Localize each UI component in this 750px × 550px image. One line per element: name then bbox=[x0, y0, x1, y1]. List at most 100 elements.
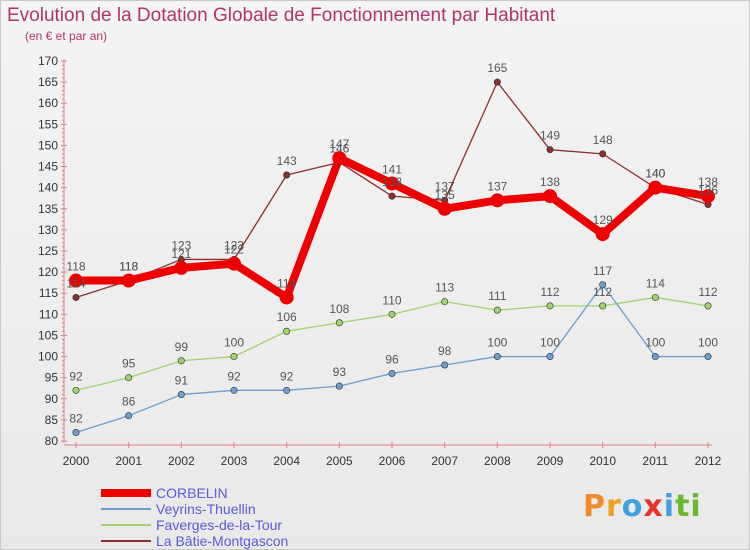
data-label: 123 bbox=[171, 238, 191, 252]
y-tick-label: 125 bbox=[38, 244, 58, 258]
data-label: 100 bbox=[487, 336, 507, 350]
data-point bbox=[651, 293, 659, 301]
data-label: 122 bbox=[224, 243, 244, 257]
data-point bbox=[121, 273, 136, 288]
data-label: 100 bbox=[698, 336, 718, 350]
data-point bbox=[441, 361, 449, 369]
data-point bbox=[69, 273, 83, 288]
data-point bbox=[441, 298, 449, 306]
data-label: 138 bbox=[698, 175, 718, 189]
data-label: 114 bbox=[66, 276, 85, 290]
data-label: 148 bbox=[593, 133, 613, 147]
logo-letter: P bbox=[583, 489, 606, 524]
data-point bbox=[230, 386, 238, 394]
data-label: 141 bbox=[382, 162, 402, 176]
data-point bbox=[279, 290, 294, 305]
data-point bbox=[72, 386, 80, 394]
data-point bbox=[388, 369, 396, 377]
x-tick-label: 2002 bbox=[168, 454, 195, 468]
data-point bbox=[174, 260, 189, 275]
data-point bbox=[227, 256, 241, 271]
x-tick-label: 2003 bbox=[221, 454, 248, 468]
x-tick-label: 2007 bbox=[431, 454, 458, 468]
data-label: 100 bbox=[540, 336, 560, 350]
data-label: 112 bbox=[540, 285, 559, 299]
data-label: 110 bbox=[382, 293, 401, 307]
data-point bbox=[651, 353, 659, 361]
data-label: 121 bbox=[171, 247, 191, 261]
data-label: 106 bbox=[277, 310, 297, 324]
x-tick-label: 2006 bbox=[379, 454, 406, 468]
data-label: 98 bbox=[438, 344, 452, 358]
data-label: 146 bbox=[329, 141, 349, 155]
data-point bbox=[230, 353, 238, 361]
data-label: 112 bbox=[593, 285, 612, 299]
data-label: 165 bbox=[487, 61, 507, 75]
data-label: 149 bbox=[540, 129, 560, 143]
y-tick-label: 170 bbox=[38, 54, 58, 68]
data-point bbox=[704, 353, 712, 361]
data-label: 114 bbox=[277, 276, 296, 290]
y-tick-label: 145 bbox=[38, 160, 58, 174]
legend-swatch bbox=[101, 540, 151, 542]
data-point bbox=[701, 189, 715, 204]
data-label: 138 bbox=[540, 175, 560, 189]
data-point bbox=[546, 353, 554, 361]
data-point bbox=[648, 180, 663, 195]
data-label: 118 bbox=[66, 260, 85, 274]
data-point bbox=[599, 302, 607, 310]
data-label: 137 bbox=[487, 179, 507, 193]
data-label: 100 bbox=[645, 336, 665, 350]
y-tick-label: 160 bbox=[38, 96, 58, 110]
data-label: 108 bbox=[329, 302, 349, 316]
proxiti-logo: Proxiti bbox=[583, 489, 702, 524]
data-point bbox=[283, 327, 291, 335]
legend-swatch bbox=[101, 524, 151, 526]
data-point bbox=[599, 281, 607, 289]
x-tick-label: 2001 bbox=[115, 454, 142, 468]
data-point bbox=[595, 227, 610, 242]
data-label: 100 bbox=[224, 336, 244, 350]
y-tick-label: 100 bbox=[38, 350, 58, 364]
data-label: 96 bbox=[385, 352, 399, 366]
data-point bbox=[493, 353, 501, 361]
data-point bbox=[704, 302, 712, 310]
chart-title: Evolution de la Dotation Globale de Fonc… bbox=[7, 5, 556, 26]
legend-label: Faverges-de-la-Tour bbox=[156, 517, 283, 533]
y-tick-label: 90 bbox=[45, 392, 59, 406]
y-tick-label: 140 bbox=[38, 181, 58, 195]
data-point bbox=[125, 412, 133, 420]
data-point bbox=[177, 391, 185, 399]
y-tick-label: 165 bbox=[38, 75, 58, 89]
data-point bbox=[599, 150, 607, 158]
data-point bbox=[335, 382, 343, 390]
x-tick-label: 2009 bbox=[537, 454, 564, 468]
data-point bbox=[177, 357, 185, 365]
logo-letter: x bbox=[643, 489, 664, 524]
data-label: 117 bbox=[593, 264, 612, 278]
data-point bbox=[543, 189, 557, 204]
data-label: 95 bbox=[122, 357, 136, 371]
data-label: 99 bbox=[175, 340, 189, 354]
data-point bbox=[125, 374, 133, 382]
data-label: 82 bbox=[69, 412, 83, 426]
data-label: 86 bbox=[122, 395, 136, 409]
y-tick-label: 150 bbox=[38, 138, 58, 152]
y-tick-label: 155 bbox=[38, 117, 58, 131]
logo-letter: t bbox=[675, 489, 691, 524]
data-label: 140 bbox=[645, 167, 665, 181]
data-point bbox=[546, 146, 554, 154]
data-label: 92 bbox=[227, 369, 241, 383]
data-label: 135 bbox=[435, 188, 455, 202]
legend-label: CORBELIN bbox=[156, 485, 228, 501]
data-label: 112 bbox=[698, 285, 717, 299]
data-point bbox=[283, 171, 291, 179]
data-point bbox=[490, 193, 505, 208]
data-label: 138 bbox=[382, 175, 402, 189]
chart-subtitle: (en € et par an) bbox=[25, 29, 108, 43]
x-tick-label: 2012 bbox=[695, 454, 722, 468]
y-tick-label: 95 bbox=[45, 371, 59, 385]
x-tick-label: 2011 bbox=[642, 454, 668, 468]
data-point bbox=[493, 306, 501, 314]
